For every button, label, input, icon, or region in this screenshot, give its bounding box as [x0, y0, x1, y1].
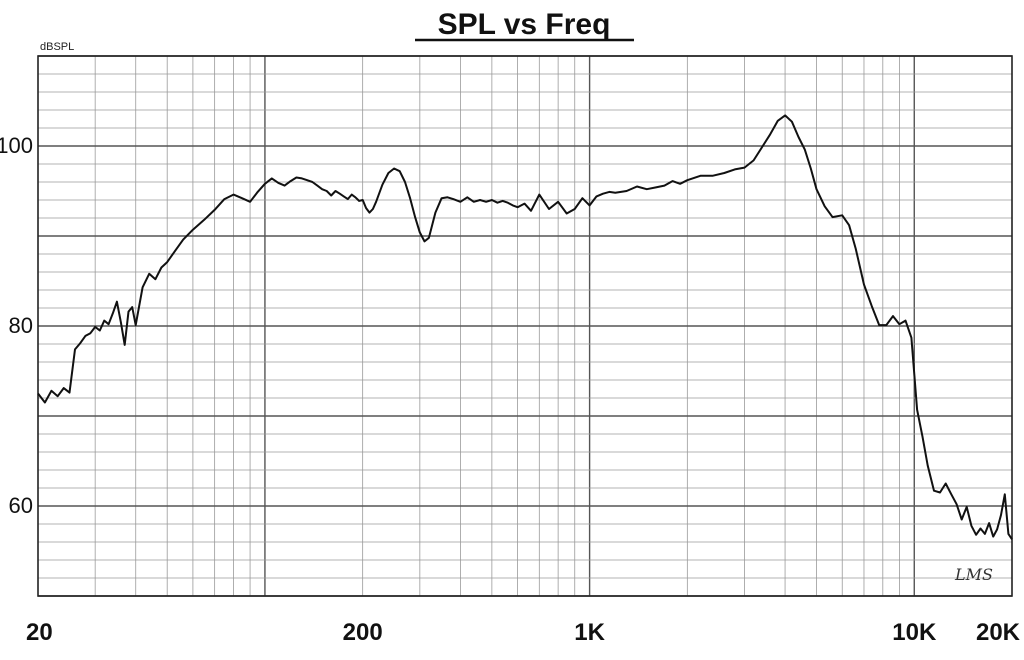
y-tick-labels: 100 80 60 [0, 133, 33, 518]
x-tick-label: 1K [574, 619, 605, 646]
lms-annotation: LMS [954, 565, 993, 584]
y-tick-label: 60 [9, 493, 33, 518]
x-tick-labels: 20 200 1K 10K 20K [26, 619, 1021, 646]
y-tick-label: 100 [0, 133, 33, 158]
y-axis-unit-label: dBSPL [40, 41, 74, 53]
grid-lines [37, 55, 1013, 597]
x-tick-label: 10K [892, 619, 937, 646]
spl-curve [37, 114, 1013, 540]
x-tick-label: 200 [343, 619, 383, 646]
y-tick-label: 80 [9, 313, 33, 338]
chart-title: SPL vs Freq [438, 8, 611, 41]
x-tick-label: 20 [26, 619, 53, 646]
plot-frame [37, 55, 1013, 597]
x-tick-label: 20K [976, 619, 1021, 646]
